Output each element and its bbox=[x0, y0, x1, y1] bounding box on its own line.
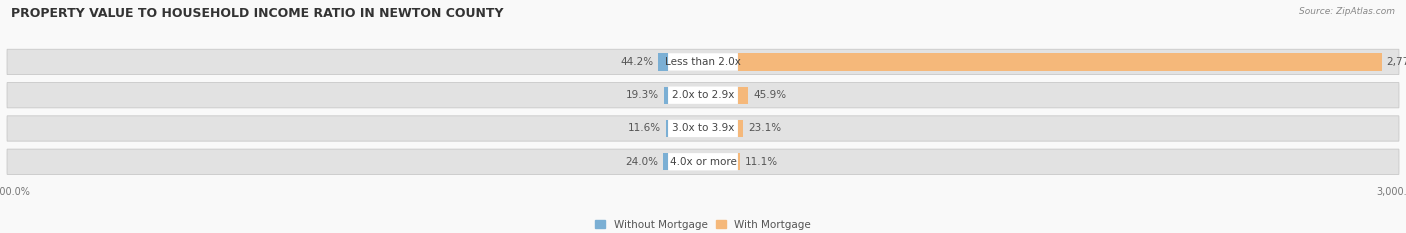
Text: 3.0x to 3.9x: 3.0x to 3.9x bbox=[672, 123, 734, 134]
Text: 19.3%: 19.3% bbox=[626, 90, 659, 100]
Text: 24.0%: 24.0% bbox=[626, 157, 658, 167]
FancyBboxPatch shape bbox=[7, 149, 1399, 175]
Text: 44.2%: 44.2% bbox=[620, 57, 654, 67]
Text: 2,775.3%: 2,775.3% bbox=[1386, 57, 1406, 67]
Text: Less than 2.0x: Less than 2.0x bbox=[665, 57, 741, 67]
Text: 45.9%: 45.9% bbox=[754, 90, 786, 100]
Text: PROPERTY VALUE TO HOUSEHOLD INCOME RATIO IN NEWTON COUNTY: PROPERTY VALUE TO HOUSEHOLD INCOME RATIO… bbox=[11, 7, 503, 20]
Bar bbox=[665, 120, 668, 137]
Text: 23.1%: 23.1% bbox=[748, 123, 780, 134]
Bar bbox=[738, 53, 1382, 71]
Bar bbox=[738, 86, 748, 104]
Bar bbox=[738, 120, 744, 137]
FancyBboxPatch shape bbox=[7, 116, 1399, 141]
Bar bbox=[664, 86, 668, 104]
Legend: Without Mortgage, With Mortgage: Without Mortgage, With Mortgage bbox=[595, 220, 811, 230]
FancyBboxPatch shape bbox=[7, 82, 1399, 108]
Text: Source: ZipAtlas.com: Source: ZipAtlas.com bbox=[1299, 7, 1395, 16]
FancyBboxPatch shape bbox=[668, 53, 738, 71]
Text: 2.0x to 2.9x: 2.0x to 2.9x bbox=[672, 90, 734, 100]
Text: 11.1%: 11.1% bbox=[745, 157, 778, 167]
FancyBboxPatch shape bbox=[668, 153, 738, 170]
Bar bbox=[738, 153, 741, 170]
Bar bbox=[658, 53, 668, 71]
FancyBboxPatch shape bbox=[668, 120, 738, 137]
Bar bbox=[662, 153, 668, 170]
FancyBboxPatch shape bbox=[7, 49, 1399, 75]
FancyBboxPatch shape bbox=[668, 86, 738, 104]
Text: 4.0x or more: 4.0x or more bbox=[669, 157, 737, 167]
Text: 11.6%: 11.6% bbox=[627, 123, 661, 134]
